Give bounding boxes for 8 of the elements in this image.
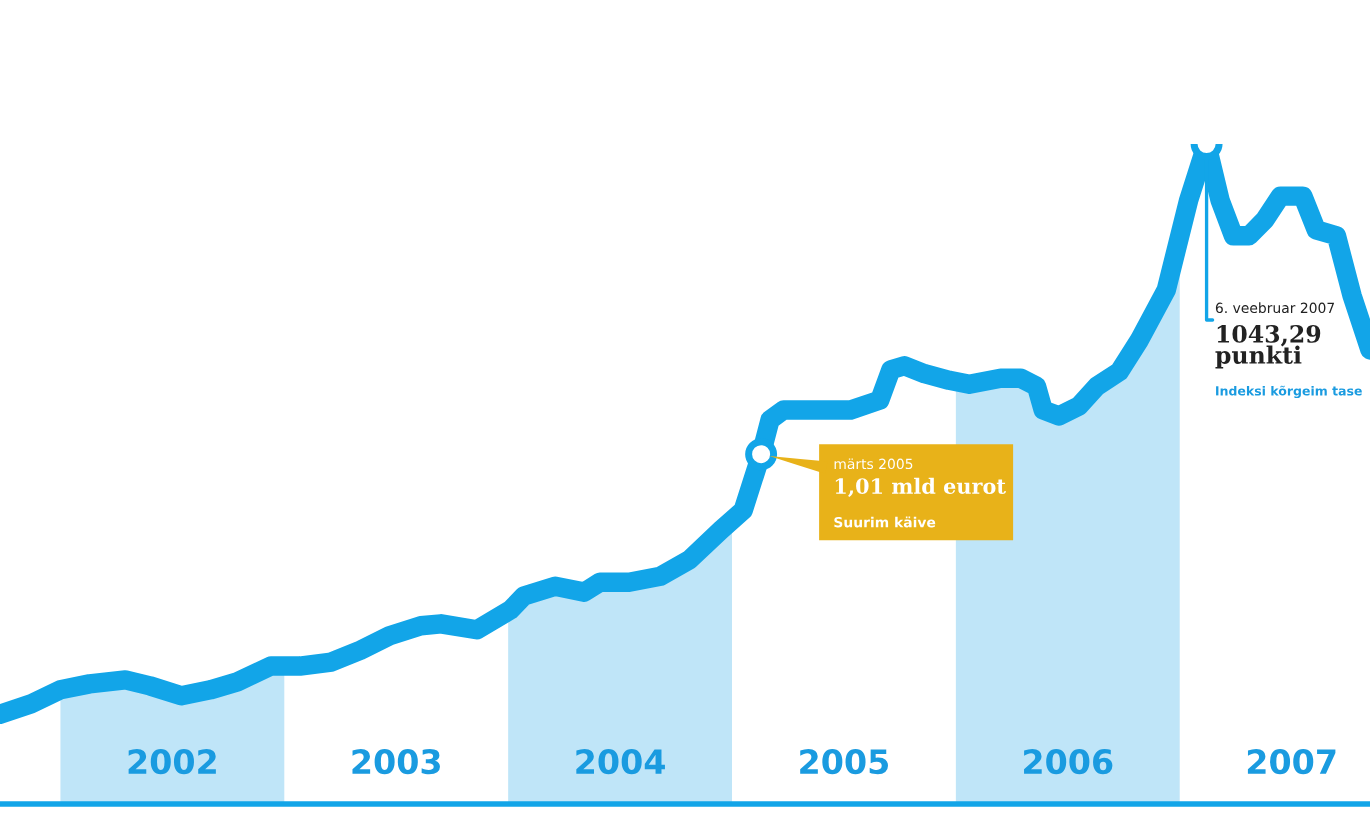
- x-tick-label: 2002: [128, 749, 216, 775]
- x-tick-label: 2007: [1247, 749, 1336, 775]
- x-tick-label: 2004: [576, 749, 665, 775]
- x-tick-label: 2006: [1024, 749, 1113, 775]
- annotation: 1,01 mld eurot: [835, 477, 1006, 498]
- x-tick-label: 2003: [352, 749, 440, 775]
- annotation: 1043,29 punkti: [1215, 324, 1321, 369]
- x-tick-label: 2005: [800, 749, 888, 775]
